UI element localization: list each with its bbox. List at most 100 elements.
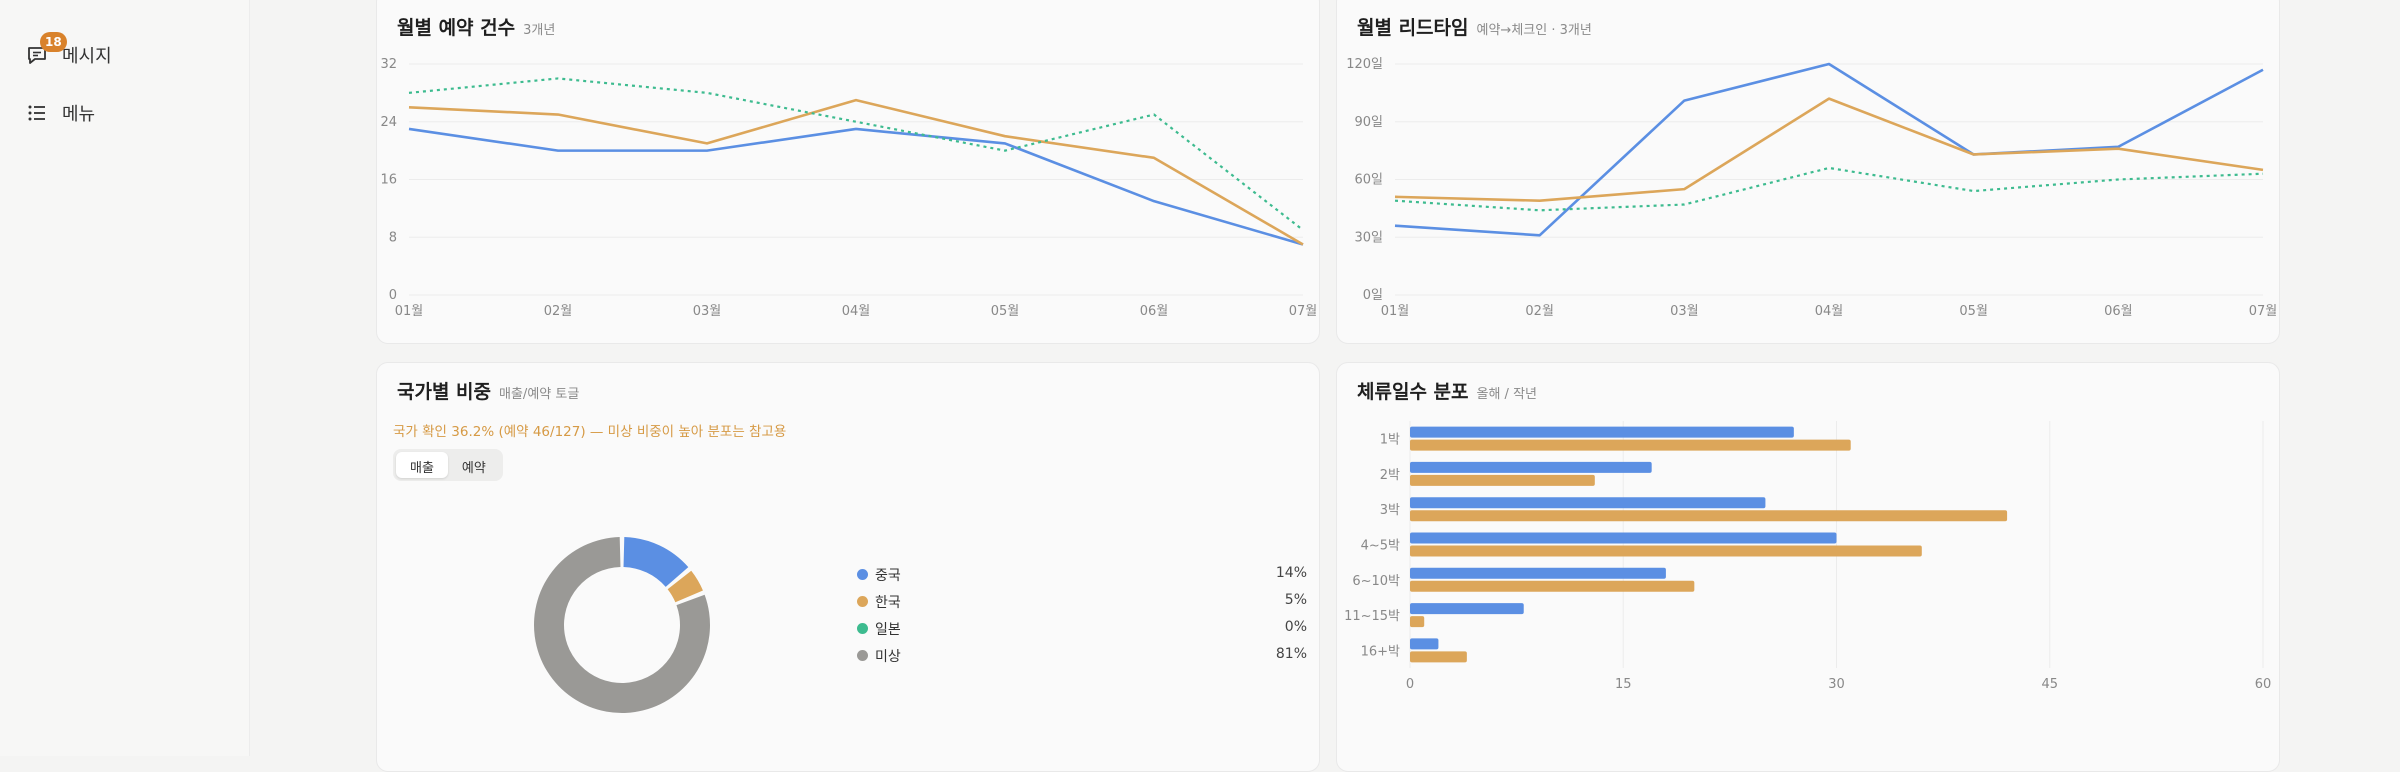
card-subtitle: 3개년 [523, 23, 556, 38]
y-tick-label: 2박 [1380, 468, 1400, 483]
y-tick-label: 6~10박 [1352, 574, 1400, 589]
bar [1410, 616, 1425, 628]
legend-label: 일본 [875, 622, 901, 638]
card-monthly-leadtime: 월별 리드타임 예약→체크인 · 3개년 0일 30일 60일 90일 120일 01월 02… [1336, 0, 2280, 344]
bar [1410, 497, 1766, 509]
sidebar-item-label: 메뉴 [62, 104, 96, 125]
bar [1410, 439, 1851, 451]
y-tick-label: 16 [380, 173, 397, 188]
card-title: 체류일수 분포 올해 / 작년 [1357, 381, 1538, 403]
y-tick-label: 24 [380, 115, 397, 130]
series-line [1394, 62, 2264, 237]
series-line [408, 127, 1304, 246]
series-line [408, 77, 1304, 231]
y-tick-label: 120일 [1346, 57, 1383, 72]
legend-value: 0% [1284, 619, 1307, 635]
y-tick-label: 90일 [1354, 115, 1383, 130]
y-tick-label: 1박 [1380, 433, 1400, 448]
legend-item: 일본 0% [857, 617, 1307, 641]
y-tick-label: 16+박 [1361, 644, 1400, 659]
bar [1410, 510, 2008, 522]
card-subtitle: 매출/예약 토글 [499, 387, 580, 402]
sidebar-item-messages[interactable]: 18 메시지 [26, 32, 112, 68]
legend-dot [857, 650, 868, 661]
x-tick-label: 06월 [1140, 304, 1169, 319]
card-country-share: 국가별 비중 매출/예약 토글 국가 확인 36.2% (예약 46/127) —… [376, 362, 1320, 772]
series-line [1394, 166, 2264, 212]
card-subtitle: 예약→체크인 · 3개년 [1476, 23, 1592, 38]
leadtime-line-chart: 0일 30일 60일 90일 120일 01월 02월 03월 04월 05월 06월 07월 [1346, 57, 2278, 319]
y-tick-label: 3박 [1380, 503, 1400, 518]
legend-label: 한국 [875, 595, 901, 611]
legend-value: 14% [1275, 565, 1307, 581]
main-content: 월별 예약 건수 3개년 0 8 16 24 32 01월 02월 03월 04월 05월 06월 07… [250, 0, 2400, 772]
series-line [1394, 97, 2264, 202]
y-tick-label: 4~5박 [1361, 539, 1400, 554]
x-tick-label: 05월 [1959, 304, 1988, 319]
bar [1410, 545, 1922, 557]
legend-item: 미상 81% [857, 644, 1307, 668]
y-tick-label: 8 [389, 230, 397, 245]
legend-label: 중국 [875, 568, 901, 584]
bar [1410, 603, 1524, 615]
legend-item: 한국 5% [857, 590, 1307, 614]
x-tick-label: 02월 [544, 304, 573, 319]
legend-dot [857, 596, 868, 607]
bar [1410, 532, 1837, 544]
x-tick-label: 30 [1828, 677, 1845, 692]
legend-item: 중국 14% [857, 563, 1307, 587]
bar [1410, 567, 1666, 579]
country-coverage-note: 국가 확인 36.2% (예약 46/127) — 미상 비중이 높아 분포는 … [393, 424, 787, 440]
card-title: 월별 예약 건수 3개년 [397, 17, 556, 39]
card-monthly-bookings: 월별 예약 건수 3개년 0 8 16 24 32 01월 02월 03월 04월 05월 06월 07… [376, 0, 1320, 344]
x-tick-label: 04월 [1815, 304, 1844, 319]
stay-bar-chart: 0 15 30 45 60 1박 2박 3박 4~5박 6~10박 11~15박 16+박 [1344, 421, 2272, 692]
x-tick-label: 05월 [991, 304, 1020, 319]
bar [1410, 651, 1467, 663]
list-icon [26, 102, 48, 124]
bar [1410, 638, 1439, 650]
x-tick-label: 02월 [1525, 304, 1554, 319]
x-tick-label: 45 [2041, 677, 2058, 692]
sidebar-item-menu[interactable]: 메뉴 [26, 100, 95, 126]
card-subtitle: 올해 / 작년 [1476, 387, 1538, 402]
donut-slice [667, 570, 703, 603]
x-tick-label: 03월 [1670, 304, 1699, 319]
message-icon: 18 [26, 32, 67, 66]
legend-value: 5% [1284, 592, 1307, 608]
x-tick-label: 01월 [1381, 304, 1410, 319]
y-tick-label: 30일 [1354, 230, 1383, 245]
bar [1410, 461, 1652, 473]
sidebar: 18 메시지 메뉴 [0, 0, 250, 756]
metric-toggle: 매출 예약 [393, 449, 503, 481]
bar [1410, 474, 1595, 486]
legend-value: 81% [1275, 646, 1307, 662]
country-donut-chart [534, 537, 710, 713]
series-line [408, 98, 1304, 246]
donut-slice [534, 537, 710, 713]
x-tick-label: 07월 [1289, 304, 1318, 319]
y-tick-label: 32 [380, 57, 397, 72]
x-tick-label: 03월 [693, 304, 722, 319]
toggle-bookings[interactable]: 예약 [461, 461, 486, 476]
x-tick-label: 01월 [395, 304, 424, 319]
y-tick-label: 11~15박 [1344, 609, 1400, 624]
x-tick-label: 60 [2255, 677, 2272, 692]
legend-dot [857, 623, 868, 634]
y-tick-label: 0 [389, 288, 397, 303]
legend-label: 미상 [875, 649, 901, 665]
bar [1410, 580, 1695, 592]
x-tick-label: 15 [1615, 677, 1632, 692]
x-tick-label: 07월 [2249, 304, 2278, 319]
sidebar-item-label: 메시지 [62, 46, 112, 67]
donut-slice [623, 537, 689, 587]
bar [1410, 426, 1794, 438]
bookings-line-chart: 0 8 16 24 32 01월 02월 03월 04월 05월 06월 07월 [380, 57, 1318, 319]
legend-dot [857, 569, 868, 580]
x-tick-label: 0 [1406, 677, 1414, 692]
card-title: 국가별 비중 매출/예약 토글 [397, 381, 580, 403]
x-tick-label: 06월 [2104, 304, 2133, 319]
y-tick-label: 60일 [1354, 173, 1383, 188]
card-stay-distribution: 체류일수 분포 올해 / 작년 0 15 30 45 60 1박 2박 3박 4~5박 6~10박 1… [1336, 362, 2280, 772]
toggle-revenue[interactable]: 매출 [396, 452, 448, 478]
